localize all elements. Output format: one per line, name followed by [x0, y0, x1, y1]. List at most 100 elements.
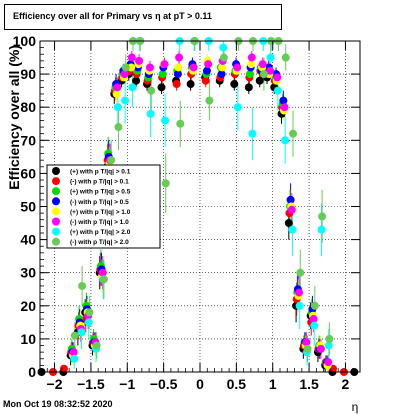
y-tick-label: 70	[20, 132, 36, 148]
data-point	[324, 358, 333, 367]
data-point	[325, 334, 334, 343]
y-tick-label: 80	[20, 99, 36, 115]
data-point	[296, 268, 305, 277]
data-point	[259, 70, 268, 79]
data-point	[112, 89, 121, 98]
x-tick-label: 0	[196, 376, 204, 392]
data-point	[273, 86, 282, 95]
data-point	[113, 103, 122, 112]
data-point	[78, 281, 87, 290]
data-point	[69, 348, 78, 357]
chart-title-box: Efficiency over all for Primary vs η at …	[4, 4, 282, 30]
data-point	[233, 103, 242, 112]
data-point	[281, 53, 290, 62]
y-axis-label: Efficiency over all (%)	[6, 45, 22, 190]
data-point	[217, 70, 226, 79]
x-tick-label: 2	[342, 376, 350, 392]
data-point	[303, 344, 312, 353]
x-tick-label: −2	[47, 376, 63, 392]
data-point	[289, 129, 298, 138]
y-tick-label: 90	[20, 66, 36, 82]
data-point	[70, 354, 79, 363]
data-point	[281, 136, 290, 145]
data-point	[246, 70, 255, 79]
data-point	[85, 308, 94, 317]
legend-entry-label: (+) with p T/|q| > 0.5	[70, 189, 131, 196]
data-point	[70, 331, 79, 340]
chart-title: Efficiency over all for Primary vs η at …	[13, 11, 212, 21]
x-tick-label: 1.5	[299, 376, 319, 392]
data-point	[173, 70, 182, 79]
data-point	[121, 63, 130, 72]
data-point	[287, 205, 296, 214]
data-point	[310, 321, 319, 330]
data-point	[135, 56, 144, 65]
data-point	[286, 195, 295, 204]
data-point	[127, 53, 136, 62]
timestamp: Mon Oct 19 08:32:52 2020	[3, 399, 113, 409]
data-point	[147, 86, 156, 95]
data-point	[324, 341, 333, 350]
legend-marker	[52, 177, 60, 186]
y-tick-label: 100	[13, 33, 37, 49]
data-point	[280, 103, 289, 112]
data-point	[258, 60, 267, 69]
data-point	[318, 212, 327, 221]
data-point	[218, 63, 227, 72]
data-point	[279, 96, 288, 105]
data-point	[310, 301, 319, 310]
data-point	[161, 179, 170, 188]
y-tick-label: 30	[20, 265, 36, 281]
data-point	[201, 76, 210, 85]
y-tick-label: 10	[20, 331, 36, 347]
data-point	[266, 53, 275, 62]
legend-entry-label: (+) with p T/|q| > 2.0	[70, 229, 131, 236]
data-point	[255, 76, 264, 85]
legend-marker	[52, 207, 60, 216]
data-point	[273, 73, 282, 82]
data-point	[175, 53, 184, 62]
data-point	[114, 123, 123, 132]
data-point	[265, 66, 274, 75]
legend-marker	[52, 227, 60, 236]
data-point	[98, 268, 107, 277]
data-point	[145, 63, 154, 72]
y-tick-label: 40	[20, 232, 36, 248]
x-axis-ticks: −2 −1.5 −1 −0.5 0 0.5 1 1.5 2	[39, 41, 361, 392]
data-point	[244, 83, 253, 92]
data-point	[248, 129, 257, 138]
data-point	[161, 116, 170, 125]
data-point	[77, 328, 86, 337]
data-point	[288, 225, 297, 234]
data-point	[247, 53, 256, 62]
data-point	[295, 288, 304, 297]
data-point	[174, 63, 183, 72]
y-tick-label: 60	[20, 165, 36, 181]
data-point	[92, 341, 101, 350]
data-point	[107, 156, 116, 165]
data-point	[59, 364, 68, 373]
x-tick-label: −1.5	[77, 376, 105, 392]
data-point	[316, 344, 325, 353]
data-point	[205, 96, 214, 105]
legend-marker	[52, 237, 60, 246]
legend-marker	[52, 167, 60, 175]
data-point	[186, 80, 195, 89]
data-point	[176, 119, 185, 128]
data-point	[113, 83, 122, 92]
x-tick-label: 1	[269, 376, 277, 392]
data-point	[317, 225, 326, 234]
legend-entry-label: (+) with p T/|q| > 1.0	[70, 209, 131, 216]
data-point	[157, 83, 166, 92]
data-point	[202, 66, 211, 75]
data-point	[219, 53, 228, 62]
data-point	[146, 109, 155, 118]
data-point	[219, 43, 228, 52]
data-point	[128, 83, 137, 92]
data-point	[295, 301, 304, 310]
data-point	[120, 70, 129, 79]
legend-entry-label: (-) with p T/|q| > 1.0	[70, 219, 129, 226]
data-point	[247, 60, 256, 69]
legend-marker	[52, 217, 60, 226]
data-point	[132, 76, 141, 85]
